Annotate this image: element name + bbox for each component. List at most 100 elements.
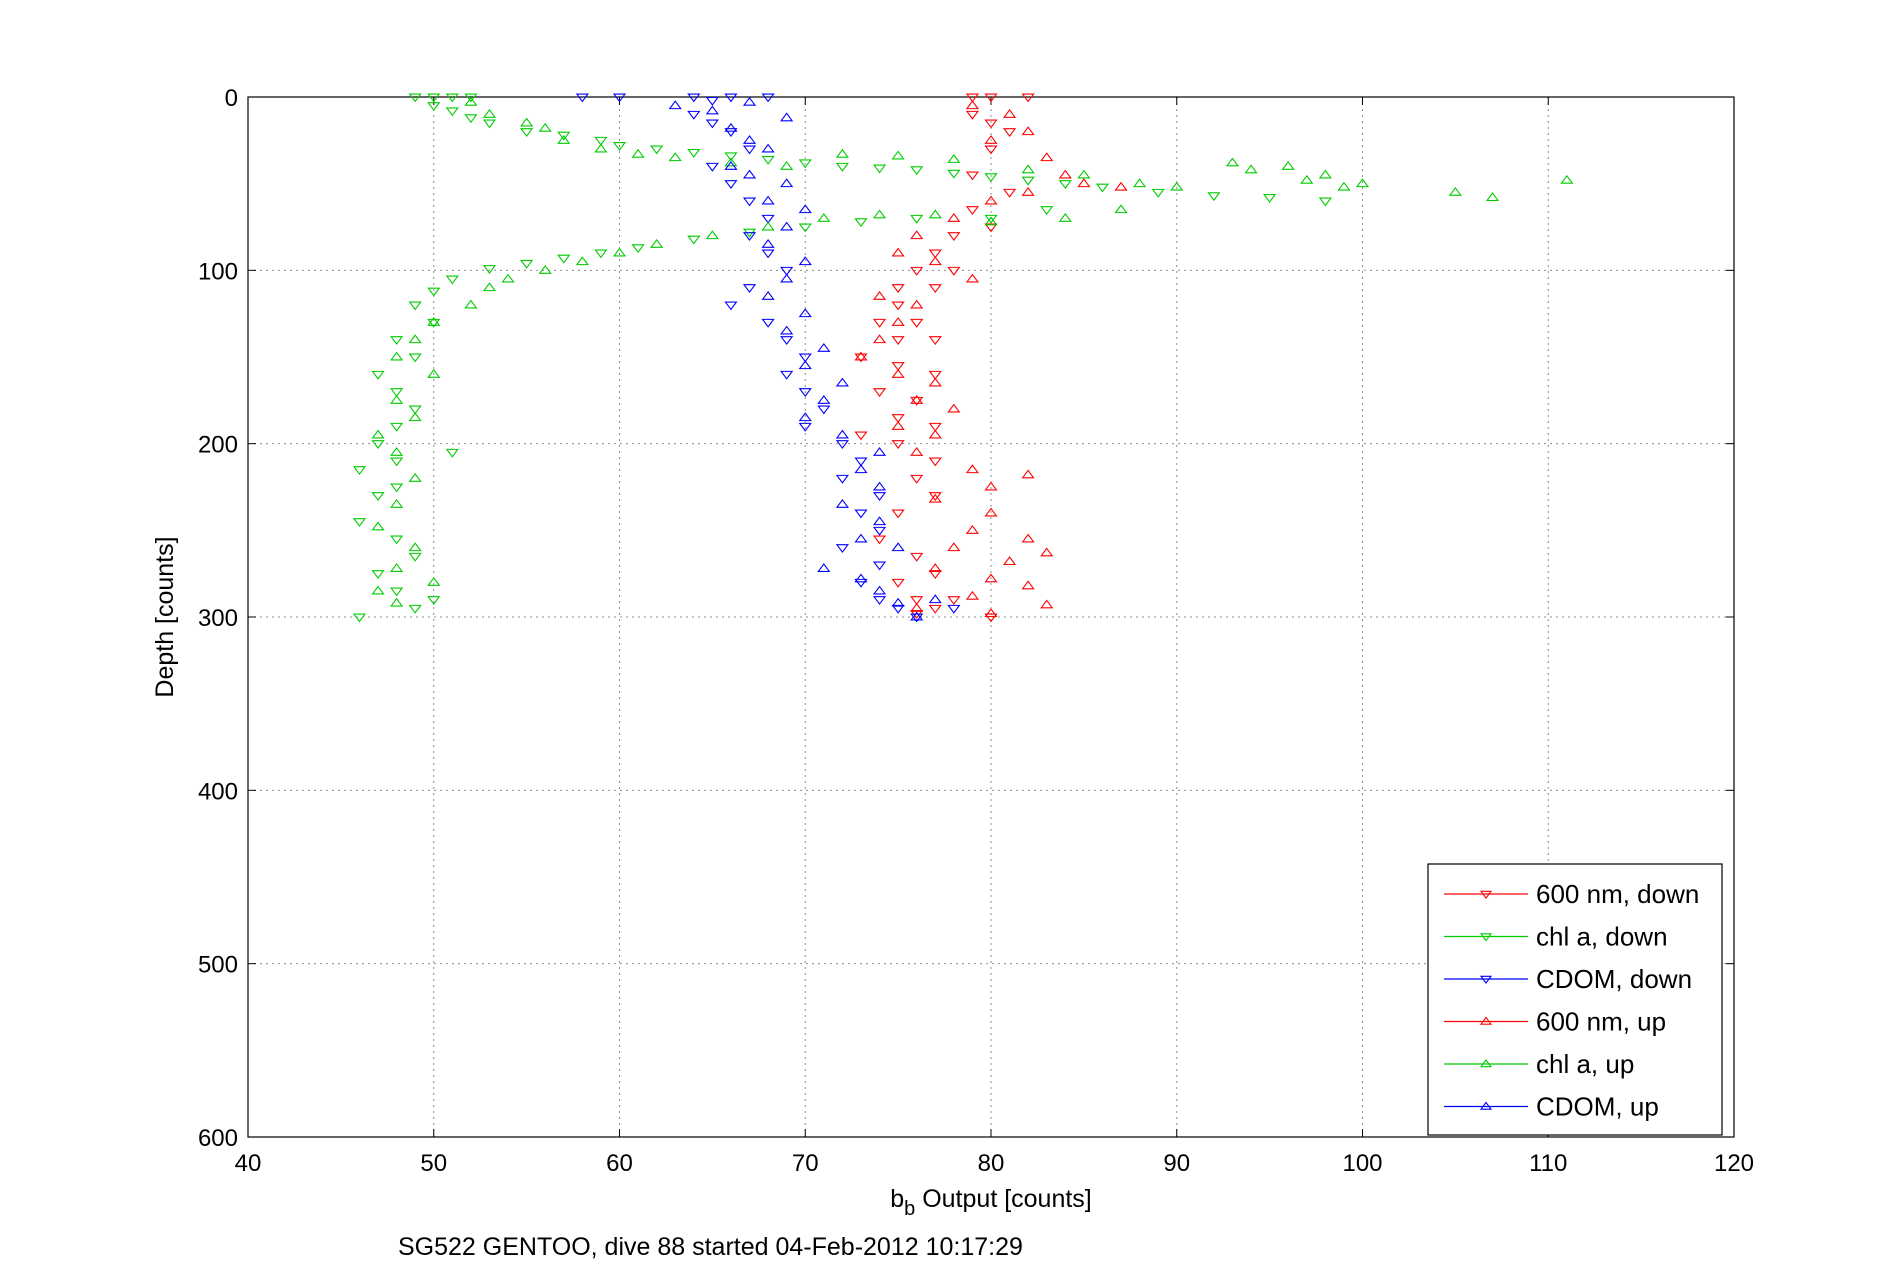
data-point <box>780 112 794 122</box>
data-point <box>445 93 459 103</box>
data-point <box>1151 188 1165 198</box>
data-point <box>1021 186 1035 196</box>
data-point <box>1040 152 1054 162</box>
data-point <box>910 596 924 606</box>
data-point <box>872 318 887 328</box>
data-point <box>817 394 831 404</box>
data-point <box>594 249 608 259</box>
x-axis-label: bb Output [counts] <box>890 1185 1092 1220</box>
data-point <box>520 128 534 138</box>
data-point <box>910 318 924 328</box>
x-tick-label: 40 <box>235 1150 262 1177</box>
data-point <box>1355 178 1370 188</box>
data-point <box>798 204 812 214</box>
data-point <box>891 284 905 294</box>
data-point <box>928 284 942 294</box>
y-tick-label: 500 <box>198 952 238 979</box>
data-point <box>761 214 775 224</box>
x-axis-label-base: b <box>890 1185 904 1213</box>
data-point <box>705 105 719 115</box>
data-point <box>928 493 942 503</box>
data-point <box>352 613 367 623</box>
data-point <box>928 492 942 502</box>
y-tick-label: 300 <box>198 605 238 632</box>
data-point <box>371 492 385 502</box>
data-point <box>928 377 942 387</box>
data-point <box>965 590 980 600</box>
data-point <box>390 587 404 597</box>
data-point <box>891 150 905 160</box>
data-point <box>1021 164 1035 174</box>
data-point <box>538 122 552 132</box>
data-point <box>910 474 924 484</box>
x-axis-label-rest: Output [counts] <box>915 1185 1092 1213</box>
data-point <box>835 377 849 387</box>
data-point <box>557 131 571 141</box>
data-point <box>798 353 812 363</box>
data-point <box>408 334 422 344</box>
data-point <box>427 316 441 326</box>
data-point <box>984 93 998 103</box>
data-point <box>427 93 441 103</box>
data-point <box>872 526 887 536</box>
data-point <box>872 334 887 344</box>
data-point <box>687 110 701 120</box>
data-point <box>761 238 775 248</box>
data-point <box>984 613 998 623</box>
legend-marker <box>1479 1101 1493 1110</box>
data-point <box>1318 169 1332 179</box>
data-point <box>854 533 868 543</box>
data-point <box>1448 186 1462 196</box>
data-point <box>798 388 812 398</box>
data-point <box>872 446 887 456</box>
data-point <box>947 403 961 413</box>
data-point <box>947 542 961 552</box>
data-point <box>631 244 645 254</box>
data-point <box>687 235 701 245</box>
data-point <box>965 171 980 181</box>
legend-box <box>1427 863 1723 1136</box>
data-point <box>817 563 831 572</box>
data-point <box>928 209 942 219</box>
legend-label: CDOM, up <box>1536 1092 1659 1122</box>
data-point <box>612 142 627 151</box>
data-point <box>742 284 757 294</box>
data-point <box>928 370 942 380</box>
data-point <box>891 597 905 607</box>
data-point <box>984 223 998 233</box>
data-point <box>928 570 942 580</box>
data-point <box>872 516 887 526</box>
data-point <box>910 611 924 621</box>
data-point <box>390 336 404 346</box>
data-point <box>742 232 757 242</box>
data-point <box>891 440 905 450</box>
legend-marker <box>1479 1016 1493 1025</box>
data-point <box>891 420 905 430</box>
data-point <box>761 318 775 328</box>
data-point <box>1058 180 1072 190</box>
data-point <box>1318 197 1332 207</box>
series-2 <box>575 93 961 623</box>
data-point <box>650 145 664 155</box>
data-point <box>947 232 961 242</box>
data-point <box>1207 192 1221 202</box>
data-point <box>817 212 831 222</box>
grid-layer <box>248 97 1734 1137</box>
data-point <box>780 178 794 188</box>
data-point <box>761 93 775 103</box>
data-point <box>594 136 608 146</box>
legend: 600 nm, down chl a, down CDOM, down 600 nm,… <box>1427 863 1723 1136</box>
data-point <box>984 214 998 224</box>
data-point <box>390 394 404 404</box>
data-point <box>872 585 887 595</box>
data-point <box>798 308 812 318</box>
tick-layer: 40 50 60 70 80 90 100 110 120 0 100 200 300 400 500 600 <box>198 85 1754 1177</box>
data-point <box>780 273 794 283</box>
data-point <box>872 388 887 398</box>
data-point <box>780 325 794 335</box>
data-point <box>928 594 942 604</box>
data-point <box>724 180 738 190</box>
x-tick-label: 90 <box>1163 1150 1190 1177</box>
data-point <box>872 596 887 606</box>
